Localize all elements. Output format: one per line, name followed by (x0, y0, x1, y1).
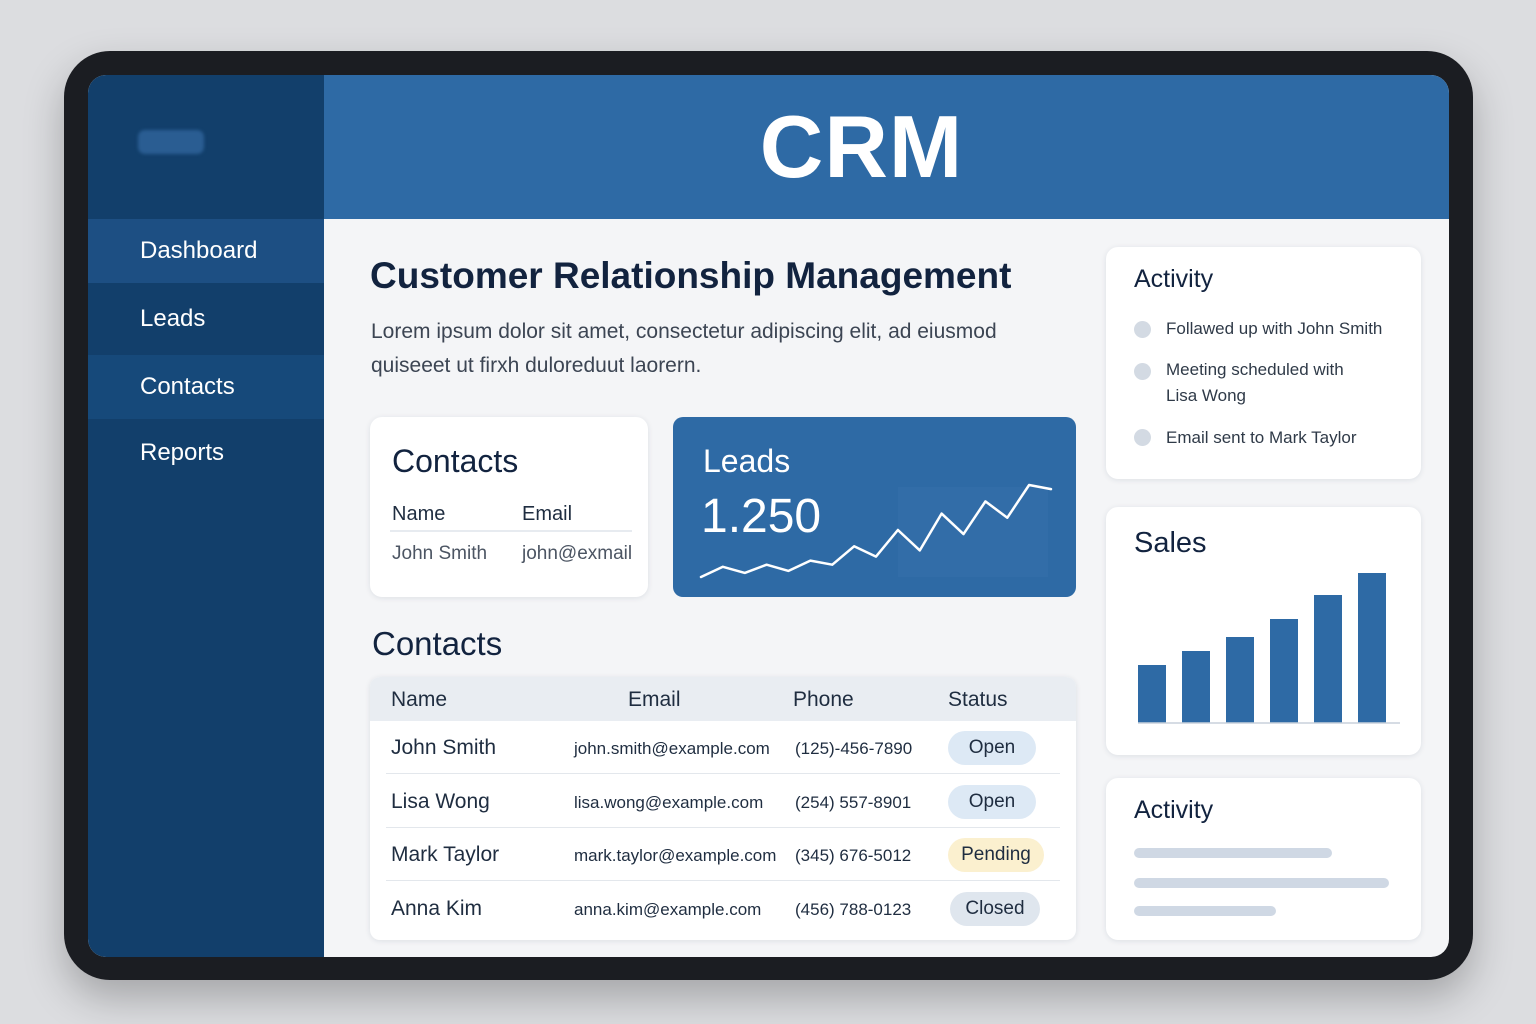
app-title: CRM (759, 97, 964, 196)
column-header-phone[interactable]: Phone (793, 688, 854, 711)
table-row[interactable]: Lisa Wong lisa.wong@example.com (254) 55… (370, 775, 1076, 828)
contact-phone: (125)-456-7890 (795, 739, 913, 758)
row-divider (386, 880, 1060, 881)
sales-bar (1138, 665, 1166, 723)
activity-item[interactable]: Email sent to Mark Taylor (1166, 428, 1357, 447)
contacts-table: Name Email Phone Status John Smith john.… (370, 677, 1076, 940)
app-header: CRM (324, 75, 1449, 219)
page-title: Customer Relationship Management (370, 255, 1012, 296)
sparkline-glow (898, 487, 1048, 577)
skeleton-line (1134, 878, 1389, 888)
status-badge: Pending (948, 838, 1044, 872)
divider (390, 530, 632, 532)
row-divider (386, 773, 1060, 774)
card-title: Activity (1134, 796, 1214, 824)
contact-name: Anna Kim (391, 897, 483, 920)
activity-dot-icon (1134, 363, 1151, 380)
contacts-section-title: Contacts (372, 625, 503, 662)
column-header-email: Email (522, 503, 573, 525)
contacts-summary-card[interactable]: Contacts Name Email John Smith john@exma… (370, 417, 648, 597)
contact-email: john@exmail (522, 543, 633, 564)
contact-phone: (254) 557-8901 (795, 793, 912, 812)
contact-name: Mark Taylor (391, 843, 500, 866)
sidebar-item-leads[interactable]: Leads (88, 287, 324, 351)
contact-email: john.smith@example.com (574, 739, 770, 758)
sales-bar (1270, 619, 1298, 723)
card-title: Sales (1134, 527, 1207, 559)
sales-card: Sales (1106, 507, 1421, 755)
skeleton-line (1134, 906, 1276, 916)
card-title: Contacts (392, 443, 519, 479)
status-badge: Open (948, 785, 1036, 819)
activity-item[interactable]: Meeting scheduled with Lisa Wong (1166, 360, 1344, 405)
sales-bar (1226, 637, 1254, 723)
sidebar-item-contacts[interactable]: Contacts (88, 355, 324, 419)
activity-dot-icon (1134, 321, 1151, 338)
sidebar-item-label: Reports (140, 439, 225, 466)
table-row[interactable]: Anna Kim anna.kim@example.com (456) 788-… (370, 882, 1076, 935)
sidebar-item-dashboard[interactable]: Dashboard (88, 219, 324, 283)
activity-placeholder-card: Activity (1106, 778, 1421, 940)
sidebar-item-reports[interactable]: Reports (88, 421, 324, 485)
contact-email: lisa.wong@example.com (574, 793, 764, 812)
table-row[interactable]: Mark Taylor mark.taylor@example.com (345… (370, 828, 1076, 881)
logo (138, 130, 204, 154)
sales-bar (1314, 595, 1342, 723)
sales-bar (1358, 573, 1386, 723)
sidebar-item-label: Leads (140, 305, 206, 332)
activity-card: Activity Follawed up with John Smith Mee… (1106, 247, 1421, 479)
card-title: Activity (1134, 265, 1214, 293)
sidebar-item-label: Contacts (140, 373, 235, 400)
app-screen: Dashboard Leads Contacts Reports CRM Cus… (88, 75, 1449, 957)
activity-dot-icon (1134, 429, 1151, 446)
sidebar: Dashboard Leads Contacts Reports (88, 75, 324, 957)
contact-name: Lisa Wong (391, 790, 490, 813)
leads-sparkline (699, 483, 1053, 579)
contact-email: anna.kim@example.com (574, 900, 762, 919)
leads-count: 1.250 (701, 490, 822, 543)
contact-name: John Smith (392, 543, 488, 564)
sales-bar-chart (1138, 573, 1400, 724)
contact-phone: (345) 676-5012 (795, 846, 912, 865)
activity-item[interactable]: Follawed up with John Smith (1166, 319, 1383, 338)
column-header-name: Name (392, 503, 446, 525)
column-header-status[interactable]: Status (948, 688, 1008, 711)
column-header-name[interactable]: Name (391, 688, 448, 711)
contact-email: mark.taylor@example.com (574, 846, 777, 865)
table-row[interactable]: John Smith john.smith@example.com (125)-… (370, 721, 1076, 774)
status-badge: Open (948, 731, 1036, 765)
sidebar-item-label: Dashboard (140, 237, 258, 264)
sales-bar (1182, 651, 1210, 723)
column-header-email[interactable]: Email (628, 688, 681, 711)
contact-phone: (456) 788-0123 (795, 900, 912, 919)
table-header: Name Email Phone Status (370, 677, 1076, 721)
contact-name: John Smith (391, 736, 497, 759)
status-badge: Closed (950, 892, 1040, 926)
card-title: Leads (703, 443, 791, 479)
leads-line (699, 483, 1053, 579)
leads-card[interactable]: Leads 1.250 (673, 417, 1076, 597)
intro-text: Lorem ipsum dolor sit amet, consectetur … (371, 320, 997, 377)
skeleton-line (1134, 848, 1332, 858)
row-divider (386, 827, 1060, 828)
